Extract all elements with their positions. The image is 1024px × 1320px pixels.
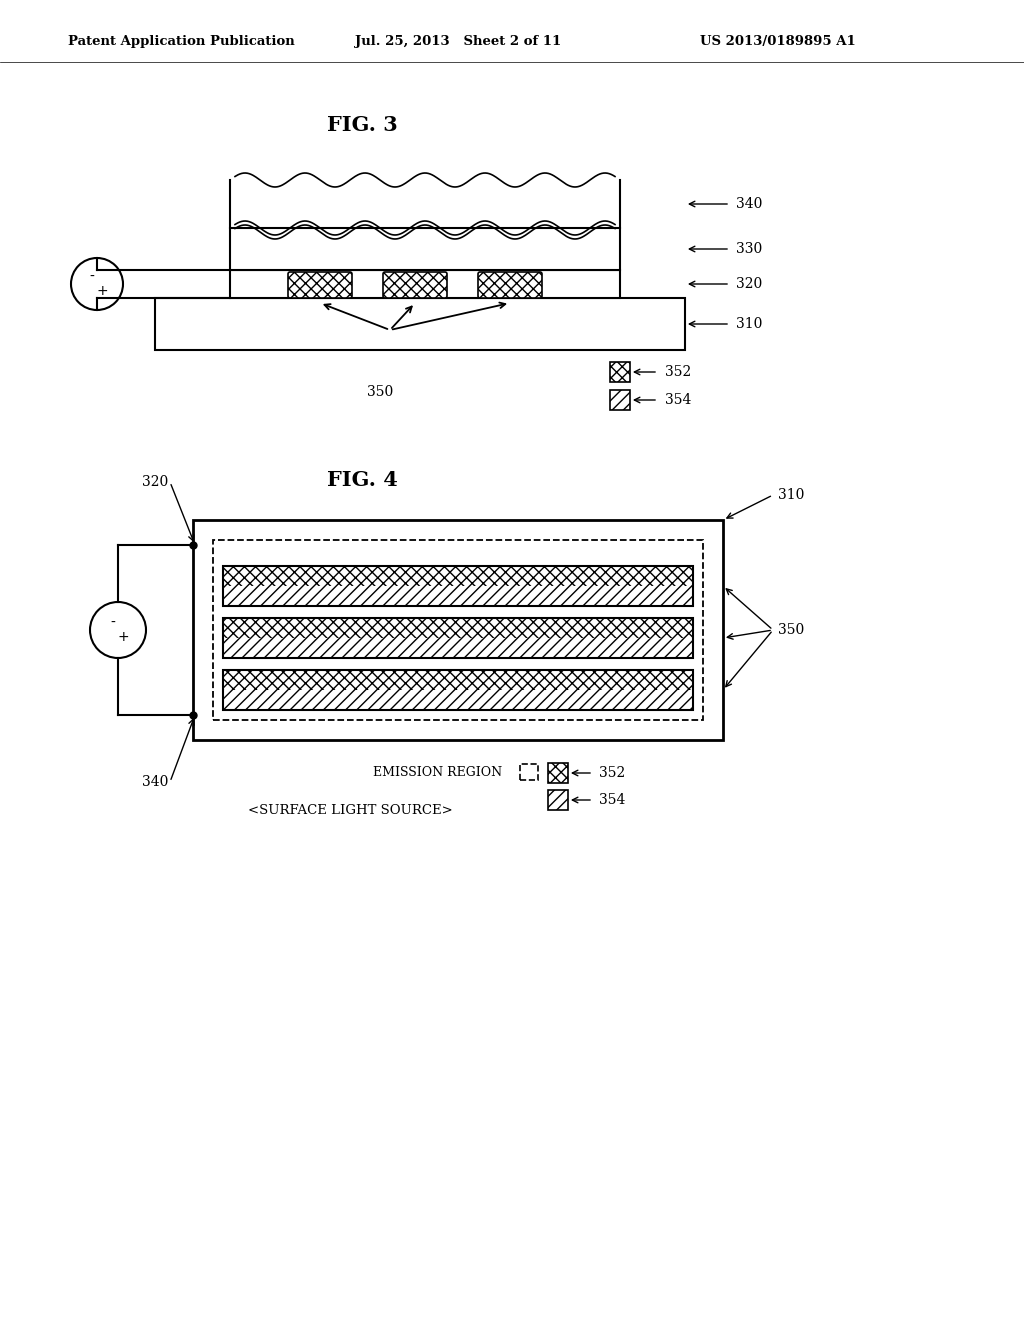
Bar <box>223 566 693 606</box>
Text: EMISSION REGION: EMISSION REGION <box>374 766 503 779</box>
Bar <box>223 690 693 710</box>
Text: +: + <box>117 630 129 644</box>
Text: <SURFACE LIGHT SOURCE>: <SURFACE LIGHT SOURCE> <box>248 804 453 817</box>
Bar <box>223 671 693 710</box>
Bar <box>223 586 693 606</box>
Bar <box>155 298 685 350</box>
Text: Patent Application Publication: Patent Application Publication <box>68 36 295 49</box>
Text: 354: 354 <box>599 793 626 807</box>
Text: FIG. 4: FIG. 4 <box>327 470 397 490</box>
Bar <box>230 228 620 271</box>
Bar <box>520 764 538 780</box>
Text: US 2013/0189895 A1: US 2013/0189895 A1 <box>700 36 856 49</box>
Bar <box>213 540 703 719</box>
Text: 310: 310 <box>736 317 763 331</box>
Text: -: - <box>89 271 94 284</box>
Text: +: + <box>96 284 108 298</box>
Text: Jul. 25, 2013   Sheet 2 of 11: Jul. 25, 2013 Sheet 2 of 11 <box>355 36 561 49</box>
FancyBboxPatch shape <box>478 272 542 298</box>
Bar <box>548 763 568 783</box>
Text: 340: 340 <box>141 775 168 789</box>
Bar <box>193 520 723 741</box>
FancyBboxPatch shape <box>383 272 447 298</box>
Bar <box>548 789 568 810</box>
Text: 320: 320 <box>141 475 168 488</box>
Text: -: - <box>111 616 116 630</box>
Text: 352: 352 <box>665 366 691 379</box>
Text: 330: 330 <box>736 242 762 256</box>
Bar <box>230 271 620 298</box>
Text: 350: 350 <box>367 385 393 399</box>
Text: 320: 320 <box>736 277 762 290</box>
Text: 310: 310 <box>778 488 805 502</box>
FancyBboxPatch shape <box>288 272 352 298</box>
Bar <box>223 618 693 657</box>
Text: 350: 350 <box>778 623 804 638</box>
Bar <box>223 671 693 690</box>
Bar <box>223 638 693 657</box>
Bar <box>223 566 693 586</box>
Text: 354: 354 <box>665 393 691 407</box>
Bar <box>610 362 630 381</box>
Bar <box>223 618 693 638</box>
Bar <box>610 389 630 411</box>
Text: 340: 340 <box>736 197 763 211</box>
Text: FIG. 3: FIG. 3 <box>327 115 397 135</box>
Text: 352: 352 <box>599 766 626 780</box>
